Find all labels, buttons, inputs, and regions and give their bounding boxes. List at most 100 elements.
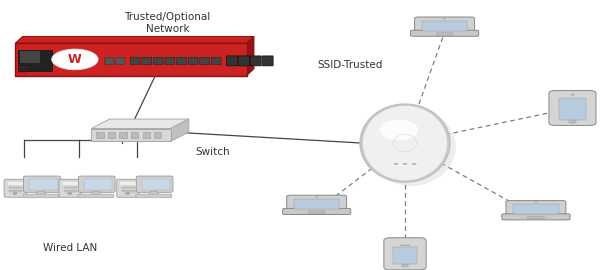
Circle shape	[52, 49, 98, 70]
Ellipse shape	[360, 104, 450, 182]
Circle shape	[18, 70, 19, 71]
FancyBboxPatch shape	[116, 58, 125, 64]
Circle shape	[25, 70, 27, 71]
FancyBboxPatch shape	[18, 50, 52, 71]
FancyBboxPatch shape	[143, 132, 150, 138]
FancyBboxPatch shape	[84, 179, 112, 190]
Ellipse shape	[380, 119, 418, 140]
Circle shape	[18, 72, 19, 73]
Text: W: W	[68, 53, 82, 66]
FancyBboxPatch shape	[136, 176, 173, 192]
FancyBboxPatch shape	[400, 245, 410, 246]
FancyBboxPatch shape	[287, 195, 347, 211]
FancyBboxPatch shape	[294, 199, 339, 209]
FancyBboxPatch shape	[122, 187, 135, 188]
FancyBboxPatch shape	[200, 57, 209, 65]
FancyBboxPatch shape	[9, 190, 23, 191]
FancyBboxPatch shape	[119, 132, 127, 138]
FancyBboxPatch shape	[528, 216, 544, 219]
FancyBboxPatch shape	[23, 194, 59, 198]
FancyBboxPatch shape	[165, 57, 175, 65]
FancyBboxPatch shape	[130, 57, 140, 65]
Circle shape	[393, 163, 398, 165]
FancyBboxPatch shape	[29, 179, 57, 190]
FancyBboxPatch shape	[142, 57, 152, 65]
FancyBboxPatch shape	[136, 194, 172, 198]
FancyBboxPatch shape	[96, 132, 104, 138]
Circle shape	[315, 196, 319, 197]
FancyBboxPatch shape	[188, 57, 198, 65]
FancyBboxPatch shape	[250, 56, 261, 66]
Circle shape	[68, 193, 72, 194]
FancyBboxPatch shape	[117, 179, 139, 197]
Circle shape	[571, 94, 574, 96]
FancyBboxPatch shape	[9, 187, 23, 188]
FancyBboxPatch shape	[59, 179, 81, 197]
Circle shape	[13, 193, 17, 194]
Circle shape	[23, 67, 24, 68]
FancyBboxPatch shape	[437, 33, 452, 35]
Circle shape	[20, 72, 22, 73]
FancyBboxPatch shape	[4, 179, 26, 197]
FancyBboxPatch shape	[64, 187, 77, 188]
Circle shape	[125, 193, 130, 194]
Circle shape	[412, 163, 417, 165]
FancyBboxPatch shape	[283, 208, 351, 214]
FancyBboxPatch shape	[24, 176, 60, 192]
FancyBboxPatch shape	[121, 182, 135, 185]
Polygon shape	[171, 119, 189, 141]
FancyBboxPatch shape	[64, 190, 77, 191]
FancyBboxPatch shape	[309, 211, 325, 214]
FancyBboxPatch shape	[91, 129, 171, 141]
Circle shape	[25, 67, 27, 68]
FancyBboxPatch shape	[131, 132, 138, 138]
Circle shape	[25, 72, 27, 73]
FancyBboxPatch shape	[513, 204, 558, 214]
FancyBboxPatch shape	[122, 190, 135, 191]
FancyBboxPatch shape	[105, 58, 114, 64]
FancyBboxPatch shape	[415, 17, 474, 33]
Circle shape	[403, 163, 407, 165]
Circle shape	[23, 72, 24, 73]
Circle shape	[534, 201, 538, 203]
Circle shape	[401, 264, 409, 267]
FancyBboxPatch shape	[20, 51, 40, 63]
FancyBboxPatch shape	[393, 247, 417, 264]
Polygon shape	[15, 36, 254, 43]
FancyBboxPatch shape	[78, 194, 114, 198]
Circle shape	[569, 120, 576, 123]
FancyBboxPatch shape	[142, 179, 171, 190]
Text: Trusted/Optional
Network: Trusted/Optional Network	[124, 12, 211, 34]
FancyBboxPatch shape	[177, 57, 186, 65]
Polygon shape	[247, 36, 254, 76]
FancyBboxPatch shape	[422, 21, 467, 31]
Polygon shape	[149, 191, 159, 194]
Polygon shape	[91, 119, 189, 129]
Circle shape	[18, 67, 19, 68]
Text: Switch: Switch	[196, 147, 230, 157]
FancyBboxPatch shape	[506, 201, 566, 217]
FancyBboxPatch shape	[153, 57, 163, 65]
FancyBboxPatch shape	[410, 30, 479, 36]
Text: Wired LAN: Wired LAN	[43, 243, 97, 253]
Circle shape	[23, 70, 24, 71]
Circle shape	[20, 70, 22, 71]
FancyBboxPatch shape	[211, 57, 221, 65]
FancyBboxPatch shape	[8, 182, 23, 185]
Ellipse shape	[367, 108, 456, 186]
FancyBboxPatch shape	[79, 176, 115, 192]
FancyBboxPatch shape	[502, 214, 570, 220]
Circle shape	[20, 67, 22, 68]
FancyBboxPatch shape	[262, 56, 273, 66]
Text: SSID-Trusted: SSID-Trusted	[317, 60, 383, 70]
FancyBboxPatch shape	[154, 132, 161, 138]
FancyBboxPatch shape	[15, 43, 247, 76]
FancyBboxPatch shape	[549, 90, 596, 126]
FancyBboxPatch shape	[239, 56, 250, 66]
FancyBboxPatch shape	[63, 182, 78, 185]
FancyBboxPatch shape	[108, 132, 115, 138]
Ellipse shape	[362, 105, 448, 181]
FancyBboxPatch shape	[384, 238, 426, 270]
FancyBboxPatch shape	[559, 98, 586, 120]
FancyBboxPatch shape	[227, 56, 238, 66]
